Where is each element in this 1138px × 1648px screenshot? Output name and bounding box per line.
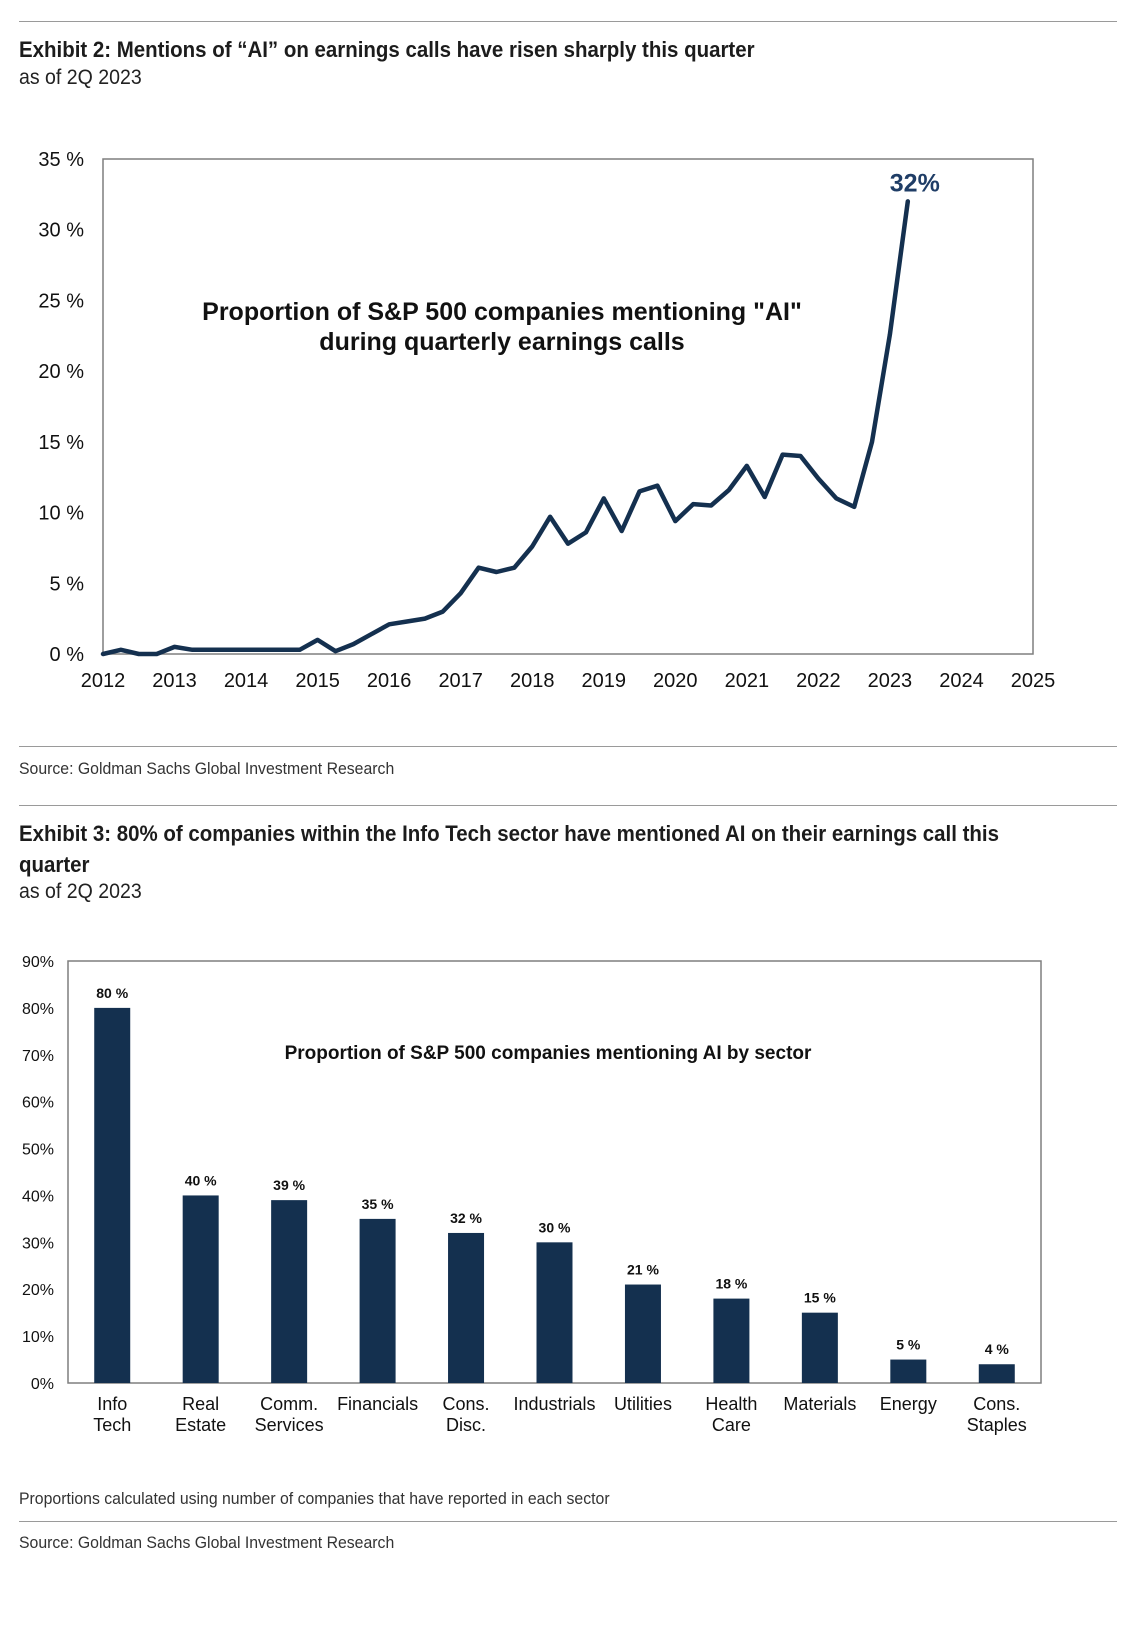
exhibit3-top-divider xyxy=(19,805,1117,806)
line-x-tick-label: 2023 xyxy=(868,670,913,692)
bar-data-label: 30 % xyxy=(539,1219,571,1235)
line-x-tick-label: 2016 xyxy=(367,670,412,692)
bar-data-label: 15 % xyxy=(804,1290,836,1306)
exhibit3-title: Exhibit 3: 80% of companies within the I… xyxy=(19,821,999,877)
exhibit2-bottom-divider xyxy=(19,746,1117,747)
line-y-tick-label: 5 % xyxy=(50,573,85,595)
exhibit3-bottom-divider xyxy=(19,1521,1117,1522)
line-x-tick-label: 2012 xyxy=(81,670,126,692)
exhibit3-note: Proportions calculated using number of c… xyxy=(19,1489,610,1508)
bar-y-tick-label: 40% xyxy=(22,1188,54,1205)
bar-category-label: Services xyxy=(255,1415,324,1435)
bar xyxy=(182,1195,219,1383)
bar xyxy=(359,1218,396,1383)
bar-category-label: Financials xyxy=(337,1394,418,1414)
bar-category-label: Info xyxy=(97,1394,127,1414)
bar-y-tick-label: 20% xyxy=(22,1282,54,1299)
bar xyxy=(978,1364,1015,1383)
bar-category-label: Estate xyxy=(175,1415,226,1435)
line-y-tick-label: 0 % xyxy=(50,644,85,666)
bar xyxy=(624,1284,661,1383)
bar-y-tick-label: 70% xyxy=(22,1048,54,1065)
bar-y-axis: 0% 10% 20% 30% 40% 50% 60% 70% 80% 90% xyxy=(22,954,54,1393)
peak-annotation: 32% xyxy=(890,169,940,197)
line-x-tick-label: 2018 xyxy=(510,670,555,692)
line-x-tick-label: 2014 xyxy=(224,670,269,692)
bar-y-tick-label: 0% xyxy=(31,1376,54,1393)
exhibit2-subtitle: as of 2Q 2023 xyxy=(19,66,142,89)
bar-data-label: 40 % xyxy=(185,1172,217,1188)
bar-data-label: 21 % xyxy=(627,1262,659,1278)
bar-y-tick-label: 30% xyxy=(22,1235,54,1252)
line-plot-frame xyxy=(102,158,1034,655)
bar-data-label: 39 % xyxy=(273,1177,305,1193)
bar-data-label: 35 % xyxy=(362,1196,394,1212)
bar-y-tick-label: 60% xyxy=(22,1095,54,1112)
line-y-tick-label: 10 % xyxy=(38,503,84,525)
bar-series: 80 % 40 % 39 % 35 % 32 % 30 % 21 % 18 % 15 % 5 % 4… xyxy=(94,985,1015,1383)
line-x-axis: 2012 2013 2014 2015 2016 2017 2018 2019 2020 2021… xyxy=(81,670,1056,692)
bar-data-label: 32 % xyxy=(450,1210,482,1226)
line-chart-title-line2: during quarterly earnings calls xyxy=(319,328,684,356)
line-y-axis: 0 % 5 % 10 % 15 % 20 % 25 % 30 % 35 % xyxy=(38,149,84,666)
line-chart: 0 %5 %10 %15 %20 %25 %30 %35 % 2012 2013 2… xyxy=(38,149,1056,692)
bar-category-label: Real xyxy=(182,1394,219,1414)
exhibit3-source: Source: Goldman Sachs Global Investment … xyxy=(19,1533,395,1552)
bar-y-tick-label: 80% xyxy=(22,1001,54,1018)
bar-category-label: Materials xyxy=(783,1394,856,1414)
bar-chart: 0% 10% 20% 30% 40% 50% 60% 70% 80% 90% 80 % 40 % 39… xyxy=(22,954,1042,1435)
line-x-tick-label: 2019 xyxy=(582,670,627,692)
bar-data-label: 5 % xyxy=(896,1337,921,1353)
bar-category-label: Industrials xyxy=(513,1394,595,1414)
bar xyxy=(801,1312,838,1383)
bar xyxy=(536,1242,573,1383)
bar-category-label: Cons. xyxy=(443,1394,490,1414)
line-x-tick-label: 2017 xyxy=(438,670,483,692)
line-x-tick-label: 2013 xyxy=(152,670,197,692)
line-x-tick-label: 2020 xyxy=(653,670,698,692)
line-y-tick-label: 35 % xyxy=(38,149,84,171)
bar-y-tick-label: 50% xyxy=(22,1142,54,1159)
bar-category-label: Comm. xyxy=(260,1394,318,1414)
bar-y-tick-label: 90% xyxy=(22,954,54,971)
bar xyxy=(890,1359,927,1383)
bar-category-label: Staples xyxy=(967,1415,1027,1435)
line-x-tick-label: 2015 xyxy=(295,670,340,692)
bar xyxy=(448,1232,485,1383)
bar-y-tick-label: 10% xyxy=(22,1329,54,1346)
bar-data-label: 18 % xyxy=(715,1276,747,1292)
bar-data-label: 4 % xyxy=(985,1341,1010,1357)
series-line-ai-mentions xyxy=(100,199,911,657)
bar-category-label: Energy xyxy=(880,1394,937,1414)
line-x-tick-label: 2022 xyxy=(796,670,841,692)
bar-category-label: Utilities xyxy=(614,1394,672,1414)
exhibit3-subtitle: as of 2Q 2023 xyxy=(19,880,142,903)
bar-chart-title: Proportion of S&P 500 companies mentioni… xyxy=(285,1043,812,1064)
line-x-tick-label: 2021 xyxy=(725,670,770,692)
bar-category-label: Health xyxy=(705,1394,757,1414)
top-divider xyxy=(19,21,1117,22)
bar xyxy=(713,1298,750,1383)
bar xyxy=(94,1007,131,1383)
line-y-tick-label: 20 % xyxy=(38,361,84,383)
line-y-tick-label: 15 % xyxy=(38,432,84,454)
line-x-tick-label: 2024 xyxy=(939,670,984,692)
bar-category-label: Disc. xyxy=(446,1415,486,1435)
bar-category-label: Tech xyxy=(93,1415,131,1435)
bar-category-label: Cons. xyxy=(973,1394,1020,1414)
line-chart-title-line1: Proportion of S&P 500 companies mentioni… xyxy=(202,298,802,326)
bar-category-label: Care xyxy=(712,1415,751,1435)
line-y-tick-label: 30 % xyxy=(38,220,84,242)
exhibit2-title: Exhibit 2: Mentions of “AI” on earnings … xyxy=(19,37,755,62)
line-y-tick-label: 25 % xyxy=(38,290,84,312)
line-x-tick-label: 2025 xyxy=(1011,670,1056,692)
bar-data-label: 80 % xyxy=(96,985,128,1001)
bar xyxy=(271,1200,308,1383)
exhibit2-source: Source: Goldman Sachs Global Investment … xyxy=(19,759,395,778)
